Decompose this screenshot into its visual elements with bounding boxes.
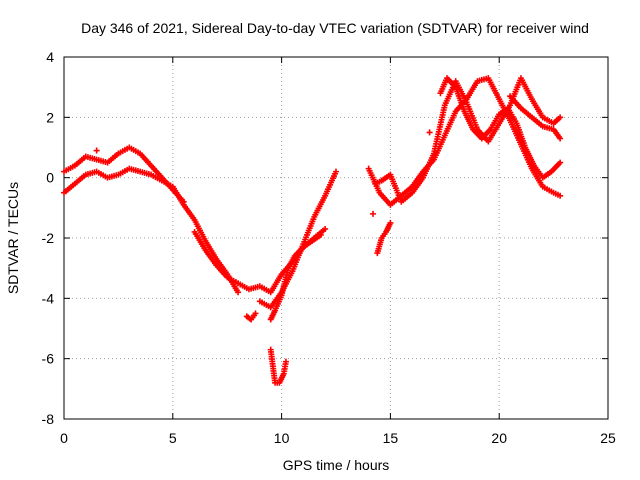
x-tick-label: 20: [491, 430, 507, 446]
track-8-point: [557, 192, 564, 199]
y-axis-label: SDTVAR / TECUs: [5, 182, 21, 294]
isolated-point: [369, 210, 376, 217]
isolated-point: [93, 147, 100, 154]
track-1-point: [235, 289, 242, 296]
x-tick-label: 10: [274, 430, 290, 446]
x-tick-label: 25: [600, 430, 616, 446]
y-tick-label: -8: [42, 411, 55, 427]
track-12-point: [557, 135, 564, 142]
y-tick-label: -6: [42, 351, 55, 367]
track-3-point: [322, 225, 329, 232]
track-9-point: [557, 114, 564, 121]
y-tick-label: 0: [46, 170, 54, 186]
track-7-point: [252, 310, 259, 317]
y-tick-label: 4: [46, 49, 54, 65]
track-4-point: [333, 168, 339, 175]
x-tick-label: 15: [383, 430, 399, 446]
y-tick-label: -4: [42, 290, 55, 306]
track-11-point: [387, 219, 394, 226]
x-tick-label: 0: [60, 430, 68, 446]
track-6-point: [282, 358, 289, 365]
isolated-point: [426, 129, 433, 136]
x-tick-label: 5: [169, 430, 177, 446]
track-2-point: [180, 198, 187, 205]
axis-ticks: 0 5 10 15 20 25 -8 -6 -4 -2 0 2 4: [42, 49, 616, 446]
track-10-point: [557, 159, 564, 166]
track-5-point: [317, 231, 324, 238]
x-axis-label: GPS time / hours: [283, 457, 390, 473]
chart-title: Day 346 of 2021, Sidereal Day-to-day VTE…: [81, 20, 589, 36]
data-points: [61, 75, 564, 386]
y-tick-label: -2: [42, 230, 55, 246]
y-tick-label: 2: [46, 109, 54, 125]
